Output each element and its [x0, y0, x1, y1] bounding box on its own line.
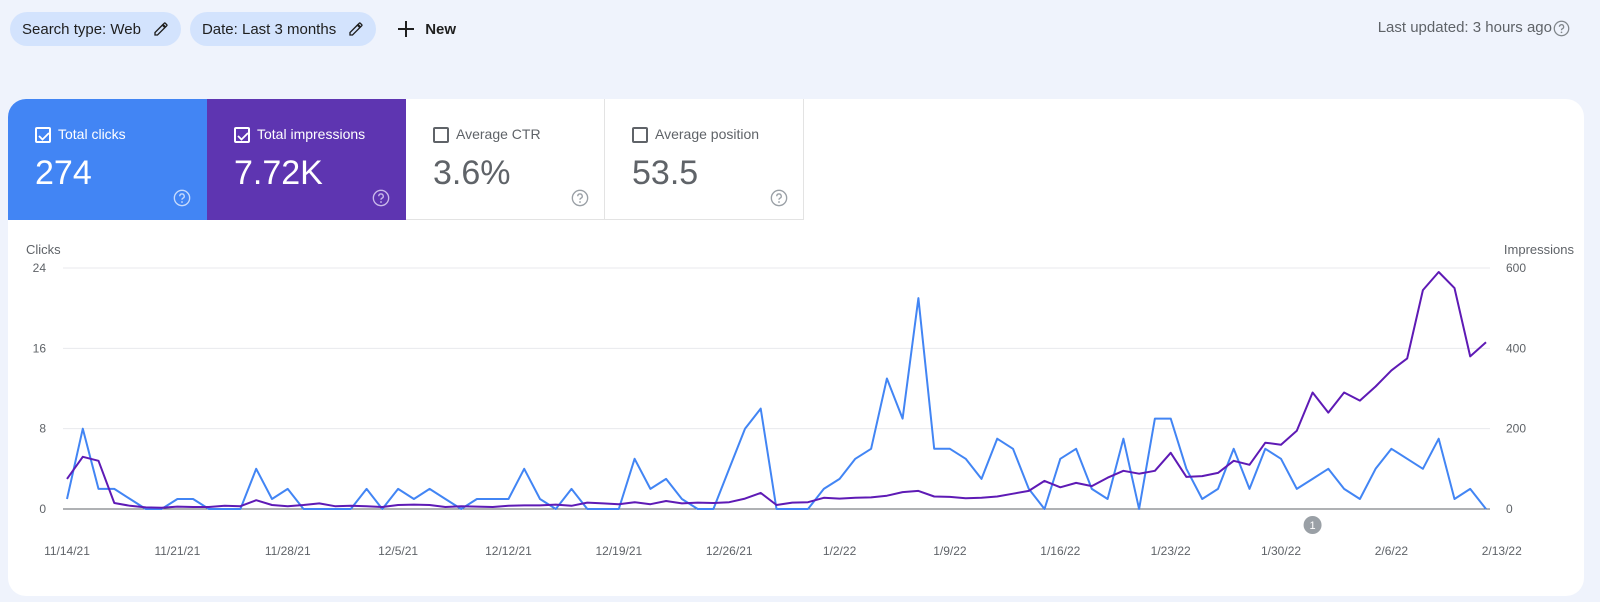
help-icon[interactable]: [173, 189, 191, 207]
average-ctr-label: Average CTR: [456, 126, 541, 142]
total-clicks-label: Total clicks: [58, 126, 126, 142]
x-tick-label: 1/23/22: [1151, 544, 1191, 558]
right-axis-label: Impressions: [1504, 242, 1575, 257]
help-icon[interactable]: [1553, 20, 1570, 37]
left-tick-label: 0: [39, 502, 46, 516]
metric-tabs: Total clicks 274 Total impressions 7.72K…: [8, 99, 804, 220]
average-position-value: 53.5: [632, 154, 699, 192]
plus-icon: [398, 21, 415, 37]
impressions-series-line: [66, 271, 1487, 509]
total-impressions-checkbox[interactable]: [234, 127, 250, 143]
left-axis-label: Clicks: [26, 242, 61, 257]
left-tick-label: 24: [33, 261, 47, 275]
total-impressions-label: Total impressions: [257, 126, 366, 142]
x-tick-label: 12/12/21: [485, 544, 532, 558]
x-tick-label: 12/19/21: [595, 544, 642, 558]
total-clicks-tab[interactable]: Total clicks 274: [8, 99, 207, 220]
right-tick-label: 400: [1506, 341, 1526, 355]
date-chip[interactable]: Date: Last 3 months: [189, 12, 377, 46]
x-tick-label: 1/16/22: [1040, 544, 1080, 558]
average-ctr-value: 3.6%: [433, 154, 511, 192]
new-filter-label: New: [425, 20, 457, 38]
x-tick-label: 1/2/22: [823, 544, 857, 558]
average-ctr-tab[interactable]: Average CTR 3.6%: [406, 99, 605, 220]
total-impressions-value: 7.72K: [234, 154, 323, 192]
average-ctr-checkbox[interactable]: [433, 127, 449, 143]
total-clicks-value: 274: [35, 154, 92, 192]
x-tick-label: 2/13/22: [1482, 544, 1522, 558]
pencil-icon: [154, 22, 168, 36]
right-tick-label: 600: [1506, 261, 1526, 275]
performance-card: Total clicks 274 Total impressions 7.72K…: [8, 99, 1584, 596]
search-type-chip[interactable]: Search type: Web: [10, 12, 181, 46]
x-tick-label: 1/30/22: [1261, 544, 1301, 558]
clicks-series-line: [66, 297, 1487, 510]
left-tick-label: 8: [39, 422, 46, 436]
left-tick-label: 16: [33, 341, 47, 355]
filter-bar: Search type: Web Date: Last 3 months New: [10, 12, 468, 46]
x-tick-label: 12/26/21: [706, 544, 753, 558]
annotation-marker[interactable]: 1: [1303, 516, 1322, 534]
help-icon[interactable]: [372, 189, 390, 207]
pencil-icon: [349, 22, 363, 36]
annotation-label: 1: [1310, 520, 1316, 532]
search-type-label: Search type: Web: [22, 20, 141, 38]
last-updated-text: Last updated: 3 hours ago: [1377, 19, 1552, 36]
help-icon[interactable]: [571, 189, 589, 207]
x-tick-label: 11/14/21: [44, 544, 90, 558]
x-tick-label: 2/6/22: [1375, 544, 1409, 558]
right-tick-label: 200: [1506, 422, 1526, 436]
date-label: Date: Last 3 months: [201, 20, 337, 38]
x-tick-label: 11/28/21: [265, 544, 311, 558]
help-icon[interactable]: [770, 189, 788, 207]
x-tick-label: 11/21/21: [154, 544, 200, 558]
x-tick-label: 1/9/22: [933, 544, 967, 558]
average-position-label: Average position: [655, 126, 760, 142]
new-filter-button[interactable]: New: [385, 12, 468, 46]
x-tick-label: 12/5/21: [378, 544, 418, 558]
average-position-checkbox[interactable]: [632, 127, 648, 143]
total-impressions-tab[interactable]: Total impressions 7.72K: [207, 99, 406, 220]
annotation-circle: [1303, 516, 1322, 534]
right-tick-label: 0: [1506, 502, 1513, 516]
total-clicks-checkbox[interactable]: [35, 127, 51, 143]
average-position-tab[interactable]: Average position 53.5: [605, 99, 804, 220]
